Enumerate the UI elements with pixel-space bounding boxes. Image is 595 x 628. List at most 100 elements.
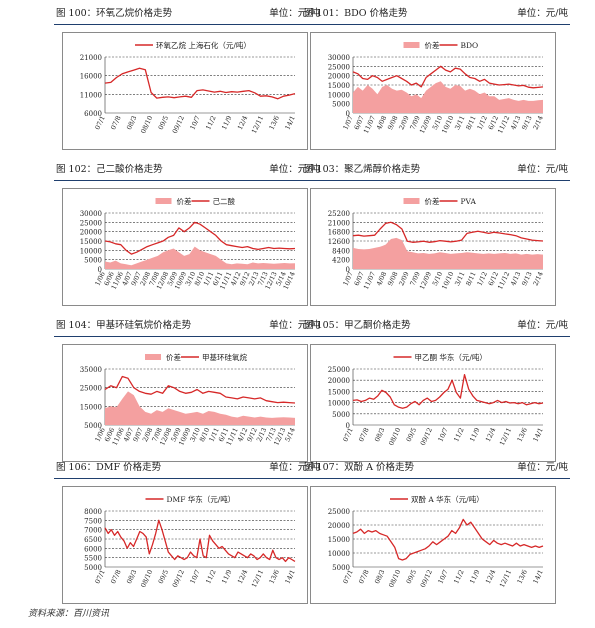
x-tick-label: 11/2: [204, 568, 217, 585]
x-tick-label: 12/4: [236, 568, 249, 585]
x-tick-label: 14/1: [283, 568, 296, 585]
chart-header: 图 107：双酚 A 价格走势 单位：元/吨: [302, 460, 570, 479]
chart-box: 0 4200 8400 12600 16800 21000 25200 1/07 6/07 11/…: [310, 188, 556, 306]
chart-c104: 50001500025000350001/066/0611/064/079/07…: [80, 352, 297, 447]
legend-label: 价差: [425, 40, 440, 50]
chart-title: 图 102：己二酸价格走势: [56, 164, 163, 175]
x-tick-label: 12/11: [498, 568, 513, 588]
chart-unit: 单位：元/吨: [269, 462, 320, 473]
chart-unit: 单位：元/吨: [517, 164, 568, 175]
y-tick-label: 0: [346, 110, 350, 118]
y-tick-label: 25000: [328, 63, 350, 71]
chart-box: 5000 15000 25000 35000 1/06 6/06 11/06 4/07 9/07…: [62, 344, 308, 462]
y-tick-label: 10000: [80, 247, 102, 255]
chart-c103: 042008400126001680021000252001/076/0711/…: [328, 196, 545, 291]
x-tick-label: 14/1: [531, 426, 544, 443]
x-tick-label: 07/8: [109, 568, 122, 585]
y-tick-label: 35000: [80, 366, 102, 374]
chart-c102: 0500010000150002000025000300001/066/0611…: [80, 196, 297, 291]
chart-title: 图 104：甲基环硅氧烷价格走势: [56, 320, 192, 331]
y-tick-label: 15000: [328, 82, 350, 90]
chart-header: 图 100：环氧乙烷价格走势 单位：元/吨: [54, 6, 322, 25]
legend-label: 甲乙酮 华东（元/吨）: [415, 352, 487, 362]
chart-unit: 单位：元/吨: [269, 164, 320, 175]
x-tick-label: 12/4: [484, 568, 497, 585]
x-tick-label: 11/2: [452, 568, 465, 585]
x-tick-label: 11/2: [452, 426, 465, 443]
y-tick-label: 25000: [328, 366, 350, 374]
x-tick-label: 09/12: [419, 568, 434, 588]
y-tick-label: 21000: [328, 219, 350, 227]
legend: 环氧乙烷 上海石化（元/吨）: [135, 40, 251, 50]
x-tick-label: 09/12: [171, 114, 186, 134]
y-tick-label: 0: [98, 266, 102, 274]
y-tick-label: 5000: [84, 257, 102, 265]
series-area: [353, 81, 543, 113]
legend-label: 价差: [177, 196, 192, 206]
y-tick-label: 15000: [80, 238, 102, 246]
y-tick-label: 30000: [328, 54, 350, 62]
x-tick-label: 10/7: [436, 426, 449, 443]
y-tick-label: 15000: [328, 388, 350, 396]
x-tick-label: 12/4: [484, 426, 497, 443]
x-tick-label: 07/8: [357, 426, 370, 443]
legend-label: 价差: [166, 352, 181, 362]
legend-swatch: [403, 198, 420, 204]
y-tick-label: 25200: [328, 210, 350, 218]
chart-header: 图 106：DMF 价格走势 单位：元/吨: [54, 460, 322, 479]
series-area: [105, 246, 295, 269]
chart-box: 5000 5500 6000 6500 7000 7500 8000 07/1 07/8 08/3…: [62, 486, 308, 604]
x-tick-label: 12/4: [236, 114, 249, 131]
legend-label: 环氧乙烷 上海石化（元/吨）: [156, 40, 251, 50]
legend-label: 价差: [425, 196, 440, 206]
x-tick-label: 10/7: [188, 568, 201, 585]
x-tick-label: 2/14: [531, 114, 544, 131]
y-tick-label: 25000: [328, 508, 350, 516]
chart-box: 0 5000 10000 15000 20000 25000 30000 1/07 6/07 11…: [310, 32, 556, 150]
x-tick-label: 08/10: [387, 426, 402, 446]
x-tick-label: 09/5: [405, 426, 418, 443]
y-tick-label: 6000: [84, 110, 102, 118]
chart-unit: 单位：元/吨: [517, 8, 568, 19]
x-tick-label: 14/1: [531, 568, 544, 585]
chart-header: 图 105：甲乙酮价格走势 单位：元/吨: [302, 318, 570, 337]
legend: 双酚 A 华东（元/吨）: [390, 494, 484, 504]
y-tick-label: 7500: [84, 517, 102, 525]
y-tick-label: 20000: [328, 73, 350, 81]
chart-unit: 单位：元/吨: [517, 462, 568, 473]
chart-box: 5000 10000 15000 20000 25000 07/1 07/8 08/3 08/1…: [310, 486, 556, 604]
chart-title: 图 103：聚乙烯醇价格走势: [304, 164, 421, 175]
x-tick-label: 10/7: [436, 568, 449, 585]
chart-header: 图 102：己二酸价格走势 单位：元/吨: [54, 162, 322, 181]
x-tick-label: 11/9: [220, 568, 233, 585]
series-line: [352, 221, 544, 243]
x-tick-label: 08/10: [139, 568, 154, 588]
x-tick-label: 08/3: [373, 426, 386, 443]
legend-label: DMF 华东（元/吨）: [167, 494, 236, 504]
series-line: [352, 373, 544, 409]
source-footer: 资料来源：百川资讯: [28, 609, 110, 619]
chart-title: 图 100：环氧乙烷价格走势: [56, 8, 173, 19]
x-tick-label: 07/8: [357, 568, 370, 585]
y-tick-label: 4200: [332, 257, 350, 265]
y-tick-label: 30000: [80, 210, 102, 218]
y-tick-label: 21000: [80, 54, 102, 62]
series-area: [105, 391, 295, 425]
legend-label: 甲基环硅氧烷: [202, 352, 247, 362]
y-tick-label: 16000: [80, 73, 102, 81]
y-tick-label: 8000: [84, 508, 102, 516]
x-tick-label: 12/11: [250, 114, 265, 134]
x-tick-label: 08/10: [139, 114, 154, 134]
x-tick-label: 09/5: [405, 568, 418, 585]
y-tick-label: 5000: [84, 422, 102, 430]
y-tick-label: 25000: [80, 385, 102, 393]
x-tick-label: 08/10: [387, 568, 402, 588]
x-tick-label: 13/6: [516, 568, 529, 585]
legend: 价差 甲基环硅氧烷: [145, 352, 247, 362]
chart-title: 图 107：双酚 A 价格走势: [304, 462, 415, 473]
series-line: [104, 519, 296, 563]
y-tick-label: 0: [346, 422, 350, 430]
x-tick-label: 09/5: [157, 114, 170, 131]
